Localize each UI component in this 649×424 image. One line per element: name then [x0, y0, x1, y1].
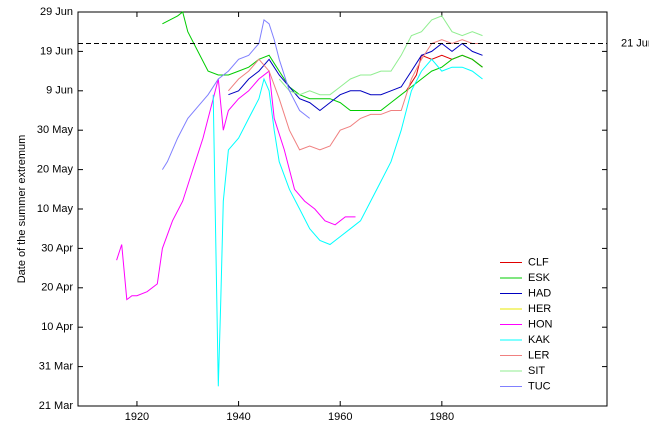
legend-label: LER [528, 349, 549, 361]
x-tick-label: 1920 [125, 411, 149, 423]
series-line [228, 42, 483, 112]
series-line [228, 39, 483, 151]
y-axis-label: Date of the summer extremum [16, 135, 28, 284]
legend-label: SIT [528, 365, 545, 377]
legend-label: TUC [528, 380, 551, 392]
y-tick-label: 19 Jun [40, 45, 73, 57]
legend-label: CLF [528, 256, 549, 268]
plot-frame [77, 11, 608, 407]
y-tick-label: 21 Mar [39, 400, 74, 412]
y-tick-label: 9 Jun [46, 85, 73, 97]
x-tick-label: 1940 [226, 411, 250, 423]
series-line [212, 58, 483, 387]
legend-label: HON [528, 318, 553, 330]
legend-label: HER [528, 303, 551, 315]
series-line [278, 15, 483, 96]
legend-label: HAD [528, 287, 551, 299]
x-tick-label: 1960 [328, 411, 352, 423]
x-tick-label: 1980 [430, 411, 454, 423]
y-tick-label: 30 May [37, 124, 74, 136]
series-line [116, 70, 356, 301]
y-tick-label: 20 May [37, 164, 74, 176]
reference-label: 21 June [621, 37, 649, 49]
y-tick-label: 31 Mar [39, 361, 74, 373]
y-tick-label: 10 Apr [41, 321, 73, 333]
legend-label: ESK [528, 272, 551, 284]
y-tick-label: 29 Jun [40, 6, 73, 18]
series-line [162, 11, 483, 111]
series-line [161, 19, 311, 170]
y-tick-label: 30 Apr [41, 242, 73, 254]
y-tick-label: 10 May [37, 203, 74, 215]
y-tick-label: 20 Apr [41, 282, 73, 294]
legend-label: KAK [528, 334, 551, 346]
